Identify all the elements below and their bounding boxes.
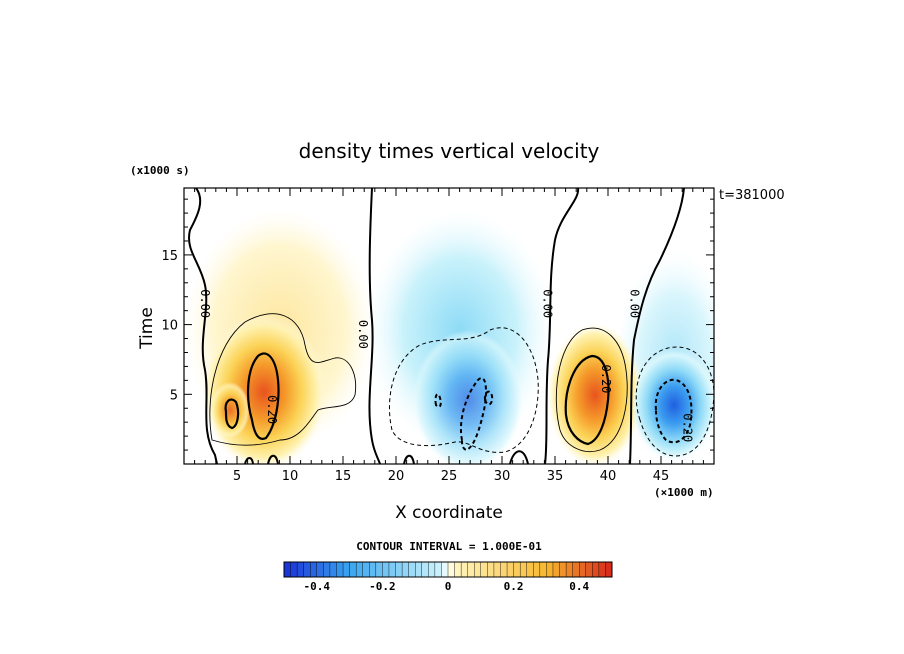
colorbar-bin [585,561,593,578]
bottom-contours [244,450,529,464]
colorbar-bin [434,561,442,578]
colorbar-bin [447,561,456,578]
y-tick-label: 5 [170,388,178,403]
positive-core-2 [210,382,250,438]
colorbar-bin [526,561,534,578]
colorbar-bin [487,561,495,578]
y-axis-label: Time [137,307,157,350]
colorbar-bin [415,561,423,578]
contour-label: 0.00 [541,289,555,318]
colorbar-bin [493,561,501,578]
colorbar-bin [329,561,337,578]
y-axis: 5 10 15 [161,198,714,451]
colorbar-bin [303,561,311,578]
colorbar-bin [539,561,547,578]
contour-label: 0.20 [599,365,613,394]
colorbar-bin [323,561,331,578]
x-tick-label: 20 [388,469,405,484]
negative-0.2-contours [434,377,693,452]
colorbar-bin [565,561,574,578]
colorbar-bin [519,561,528,578]
colorbar-bin [592,561,600,578]
y-tick-label: 15 [161,249,178,264]
colorbar-bin [579,561,587,578]
colorbar-frame [283,561,613,578]
positive-0.1-contours [209,313,628,452]
colorbar-bin [375,561,383,578]
colorbar-bin [474,561,482,578]
colorbar-bin [388,561,397,578]
contour-label: 0.20 [681,413,695,442]
colorbar-bin [342,561,351,578]
colorbar-bin [421,561,429,578]
colorbar-bin [441,561,449,578]
colorbar-bin [605,561,613,578]
x-tick-label: 5 [233,469,241,484]
colorbar-bin [310,561,318,578]
x-tick-label: 40 [600,469,617,484]
x-tick-label: 35 [547,469,564,484]
colorbar-bin [316,561,324,578]
colorbar-bin [533,561,541,578]
contour-field [184,188,714,464]
chart-title: density times vertical velocity [299,139,600,163]
colorbar-bin [500,561,508,578]
colorbar-tick-label: -0.4 [304,580,331,593]
colorbar-bin [572,561,580,578]
colorbar-bin [355,561,364,578]
positive-core-3 [547,323,643,464]
colorbar-ticks: -0.4 -0.2 0 0.2 0.4 [304,580,590,593]
contour-labels: 0.00 0.00 0.00 0.00 0.20 0.20 0.20 [198,289,695,442]
negative-core-1 [413,330,523,464]
x-tick-label: 25 [441,469,458,484]
colorbar-bin [369,561,377,578]
x-axis-units: (×1000 m) [654,486,714,499]
colorbar-bin [598,561,606,578]
colorbar-bin [401,561,410,578]
colorbar-tick-label: 0 [445,580,452,593]
x-axis: 5 10 15 20 25 30 35 40 45 [194,188,704,484]
colorbar-bin [408,561,416,578]
contour-label: 0.20 [265,395,279,424]
colorbar-tick-label: 0.4 [569,580,589,593]
colorbar-bin [506,561,515,578]
contour-label: 0.00 [356,320,370,349]
colorbar-bin [552,561,561,578]
colorbar-tick-label: -0.2 [369,580,396,593]
contour-label: 0.00 [198,289,212,318]
colorbar-bin [480,561,488,578]
x-axis-label: X coordinate [395,503,503,523]
colorbar-bin [296,561,305,578]
contour-interval-text: CONTOUR INTERVAL = 1.000E-01 [356,540,542,553]
x-tick-label: 30 [494,469,511,484]
y-axis-units: (x1000 s) [130,164,190,177]
colorbar-bin [546,561,554,578]
colorbar-bin [349,561,357,578]
colorbar-bin [559,561,567,578]
x-tick-label: 15 [335,469,352,484]
zero-contours [188,188,685,464]
colorbar-bin [362,561,370,578]
colorbar-bin [467,561,475,578]
colorbar-bin [283,561,292,578]
colorbar-bin [428,561,436,578]
colorbar-bin [513,561,521,578]
contour-label: 0.00 [628,289,642,318]
colorbar [283,561,613,578]
y-tick-label: 10 [161,319,178,334]
positive-0.2-contours [224,352,610,446]
colorbar-bin [460,561,469,578]
colorbar-bin [395,561,403,578]
time-stamp: t=381000 [719,188,785,203]
colorbar-tick-label: 0.2 [504,580,524,593]
x-tick-label: 10 [282,469,299,484]
x-tick-label: 45 [653,469,670,484]
colorbar-bin [454,561,462,578]
negative-core-2 [632,350,714,460]
colorbar-bin [382,561,390,578]
colorbar-bin [336,561,344,578]
colorbar-bin [290,561,298,578]
